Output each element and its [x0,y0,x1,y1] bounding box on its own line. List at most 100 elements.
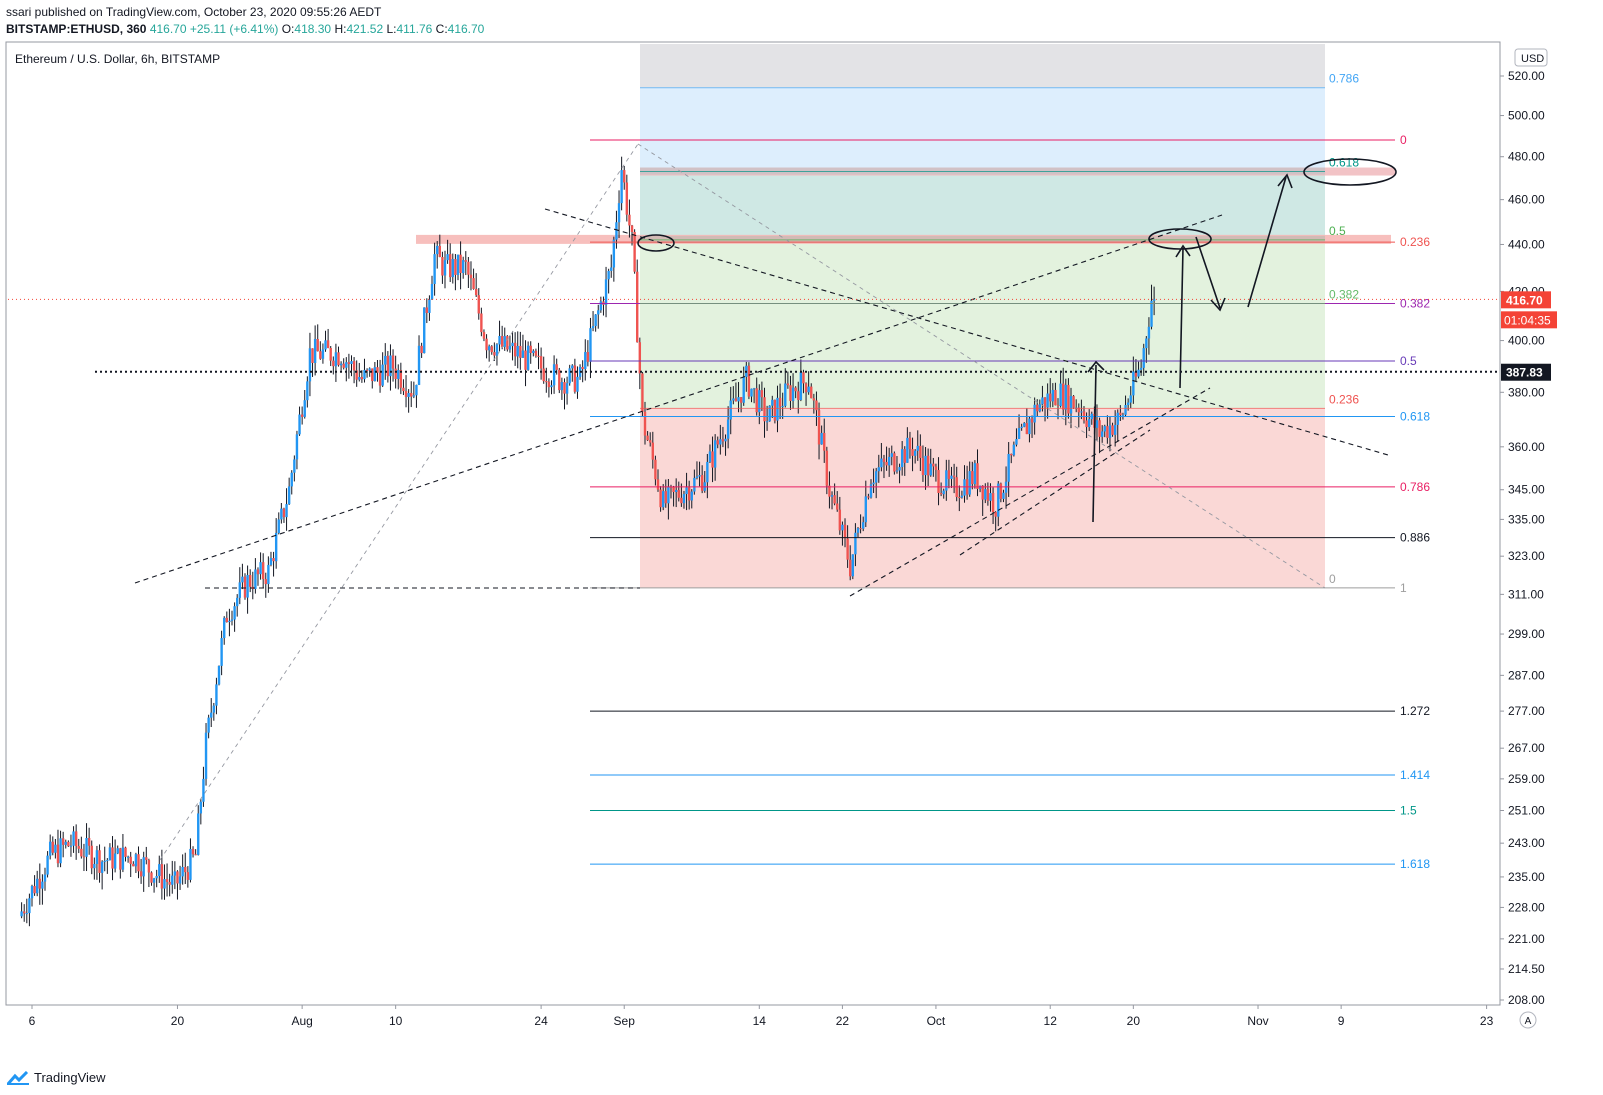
candle-body [773,399,777,421]
fib-zone-05 [640,239,1325,409]
candle-body [467,261,470,275]
candle-body [682,494,686,504]
candle-body [856,528,860,533]
candle-body [241,576,244,583]
candle-body [981,485,984,500]
candle-body [459,254,462,274]
candle-body [815,400,818,411]
candle-body [433,254,436,284]
candle-body [932,463,935,467]
candle-body [659,489,662,508]
candle-body [916,445,919,451]
candle-body [399,369,403,388]
price-tick-label: 380.00 [1508,385,1545,399]
candle-body [376,367,379,373]
circle-annotation-1 [637,234,675,252]
candle-body [1082,411,1086,421]
candle-body [1134,371,1138,377]
candle-body [576,376,579,392]
candle-body [423,307,426,354]
fib-level-label: 1.5 [1400,804,1417,818]
candle-body [628,214,631,226]
candle-body [516,345,519,357]
candle-body [350,361,353,365]
candle-body [1056,405,1060,407]
candle-body [1085,420,1088,428]
candle-body [134,854,138,867]
candle-body [38,878,41,889]
candle-body [1103,426,1106,432]
candle-body [1030,418,1034,423]
candle-body [1051,389,1055,402]
candle-body [171,875,174,885]
candle-body [184,866,187,873]
candle-body [534,350,538,356]
candle-body [352,361,356,371]
candle-body [597,310,600,315]
candle-body [584,352,587,370]
candle-body [28,898,31,914]
candle-body [1126,402,1130,405]
candle-body [947,470,951,479]
candle-body [615,222,618,240]
time-tick-label: Aug [291,1014,312,1028]
candle-body [1007,453,1010,482]
price-tick-label: 480.00 [1508,150,1545,164]
candle-body [77,846,80,849]
fib-level-label: 1.272 [1400,704,1430,718]
candle-body [960,495,964,498]
candle-body [243,576,247,598]
candle-body [880,458,883,468]
candle-body [347,362,351,365]
fib-base-line-2 [637,143,1326,589]
arrow-down-annotation [1195,236,1226,312]
time-tick-label: 14 [753,1014,767,1028]
candle-body [500,336,504,347]
candle-body [168,881,171,885]
candle-body [1124,404,1127,415]
candle-body [794,387,797,392]
candle-body [337,352,340,366]
candle-body [1087,419,1091,428]
candle-body [802,372,805,384]
circle-annotation-3 [1303,158,1397,186]
candle-body [1043,397,1047,408]
candle-body [256,569,260,575]
candle-body [480,313,483,333]
candle-body [506,336,509,350]
fib-zone-0786 [640,87,1325,172]
candle-body [402,387,405,392]
candle-body [259,562,262,575]
candle-body [934,466,938,470]
candle-body [493,352,496,356]
last-price: 416.70 [149,22,187,36]
candle-body [846,538,849,560]
fib-base-line-1 [159,143,639,861]
tradingview-footer[interactable]: TradingView [6,1070,106,1085]
candle-body [1142,348,1145,368]
candle-body [752,388,756,390]
tradingview-logo-icon [6,1070,29,1085]
candle-body [991,493,995,513]
candle-body [293,459,296,473]
candle-body [95,850,99,865]
candle-body [173,871,177,876]
candle-body [1100,431,1104,437]
candle-body [656,479,660,490]
candle-body [1106,426,1109,438]
candle-body [994,512,997,517]
candle-body [747,365,751,397]
candle-body [103,860,106,862]
candle-body [1119,412,1122,416]
candle-body [93,864,96,869]
candle-body [849,559,852,577]
candle-body [706,461,709,483]
candle-body [984,489,987,500]
candle-body [867,496,870,498]
candle-body [1145,338,1148,349]
candle-body [498,336,501,345]
candle-body [784,383,787,406]
candle-body [152,878,156,883]
candle-body [274,532,278,562]
